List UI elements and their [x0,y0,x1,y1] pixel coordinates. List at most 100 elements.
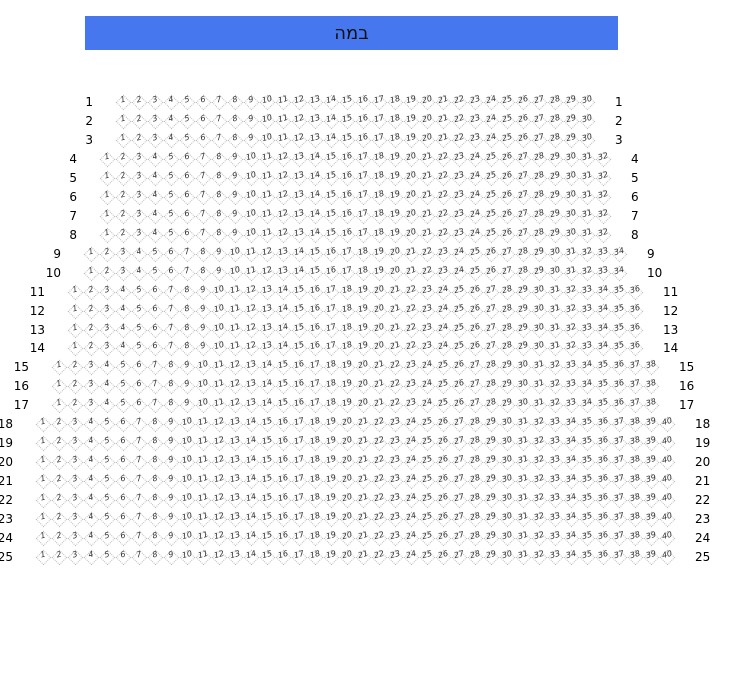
seat[interactable]: 20 [371,321,388,338]
seat[interactable]: 22 [371,416,388,433]
seat[interactable]: 39 [643,511,660,528]
seat[interactable]: 6 [115,549,132,566]
seat[interactable]: 7 [147,378,164,395]
seat[interactable]: 4 [147,151,164,168]
seat[interactable]: 1 [99,208,116,225]
seat[interactable]: 35 [579,435,596,452]
seat[interactable]: 16 [275,473,292,490]
seat[interactable]: 8 [179,284,196,300]
seat[interactable]: 4 [99,397,116,414]
seat[interactable]: 22 [403,283,420,300]
seat[interactable]: 30 [579,132,596,149]
seat[interactable]: 6 [195,132,212,149]
seat[interactable]: 3 [83,378,100,395]
seat[interactable]: 13 [275,246,292,262]
seat[interactable]: 25 [499,94,516,111]
seat[interactable]: 19 [355,283,372,300]
seat[interactable]: 14 [243,492,260,509]
seat[interactable]: 17 [355,151,372,168]
seat[interactable]: 4 [163,94,180,111]
seat[interactable]: 29 [563,113,580,130]
seat[interactable]: 19 [339,397,356,414]
seat[interactable]: 29 [483,492,500,509]
seat[interactable]: 6 [195,113,212,130]
seat[interactable]: 31 [515,416,532,433]
seat[interactable]: 22 [419,264,436,281]
seat[interactable]: 18 [307,530,324,547]
seat[interactable]: 19 [323,473,340,490]
seat[interactable]: 21 [371,397,388,414]
seat[interactable]: 23 [419,302,436,319]
seat[interactable]: 20 [371,283,388,300]
seat[interactable]: 12 [243,340,260,357]
seat[interactable]: 21 [355,492,372,509]
seat[interactable]: 2 [131,132,148,149]
seat[interactable]: 29 [483,435,500,452]
seat[interactable]: 21 [387,283,404,300]
seat[interactable]: 30 [531,340,548,357]
seat[interactable]: 1 [51,397,68,414]
seat[interactable]: 30 [563,189,580,206]
seat[interactable]: 1 [35,492,52,509]
seat[interactable]: 11 [195,454,212,471]
seat[interactable]: 26 [435,492,452,509]
seat[interactable]: 28 [483,378,500,395]
seat[interactable]: 13 [307,94,324,111]
seat[interactable]: 28 [515,246,532,262]
seat[interactable]: 20 [339,549,356,566]
seat[interactable]: 4 [115,303,132,319]
seat[interactable]: 33 [579,302,596,319]
seat[interactable]: 16 [339,208,356,225]
seat[interactable]: 5 [179,113,196,130]
seat[interactable]: 36 [611,378,628,395]
seat[interactable]: 8 [147,473,164,490]
seat[interactable]: 11 [195,549,212,566]
seat[interactable]: 2 [51,435,68,452]
seat[interactable]: 6 [131,397,148,414]
seat[interactable]: 27 [515,189,532,206]
seat[interactable]: 1 [99,189,116,206]
seat[interactable]: 20 [419,132,436,149]
seat[interactable]: 36 [595,530,612,547]
seat[interactable]: 15 [291,340,308,357]
seat[interactable]: 6 [179,151,196,168]
seat[interactable]: 4 [83,473,100,490]
seat[interactable]: 6 [115,492,132,509]
seat[interactable]: 18 [339,321,356,338]
seat[interactable]: 11 [243,246,260,262]
seat[interactable]: 6 [115,530,132,547]
seat[interactable]: 16 [355,113,372,130]
seat[interactable]: 39 [643,454,660,471]
seat[interactable]: 36 [611,397,628,414]
seat[interactable]: 37 [611,530,628,547]
seat[interactable]: 25 [451,302,468,319]
seat[interactable]: 30 [499,530,516,547]
seat[interactable]: 5 [131,303,148,319]
seat[interactable]: 23 [387,473,404,490]
seat[interactable]: 24 [483,113,500,130]
seat[interactable]: 1 [35,416,52,433]
seat[interactable]: 7 [195,208,212,225]
seat[interactable]: 28 [531,189,548,206]
seat[interactable]: 31 [515,530,532,547]
seat[interactable]: 15 [339,94,356,111]
seat[interactable]: 13 [291,227,308,243]
seat[interactable]: 7 [163,322,180,338]
seat[interactable]: 3 [131,170,148,187]
seat[interactable]: 20 [355,378,372,395]
seat[interactable]: 4 [147,170,164,187]
seat[interactable]: 2 [83,340,100,357]
seat[interactable]: 16 [307,283,324,300]
seat[interactable]: 13 [291,151,308,168]
seat[interactable]: 8 [147,530,164,547]
seat[interactable]: 28 [467,416,484,433]
seat[interactable]: 27 [451,549,468,566]
seat[interactable]: 20 [339,454,356,471]
seat[interactable]: 30 [499,454,516,471]
seat[interactable]: 18 [307,549,324,566]
seat[interactable]: 28 [467,454,484,471]
seat[interactable]: 28 [467,511,484,528]
seat[interactable]: 17 [339,246,356,262]
seat[interactable]: 32 [531,473,548,490]
seat[interactable]: 18 [307,473,324,490]
